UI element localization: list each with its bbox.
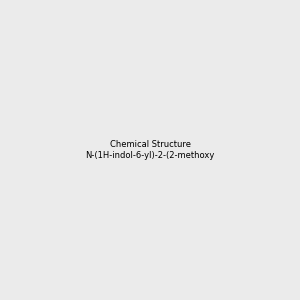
Text: Chemical Structure
N-(1H-indol-6-yl)-2-(2-methoxy: Chemical Structure N-(1H-indol-6-yl)-2-(… [85, 140, 215, 160]
